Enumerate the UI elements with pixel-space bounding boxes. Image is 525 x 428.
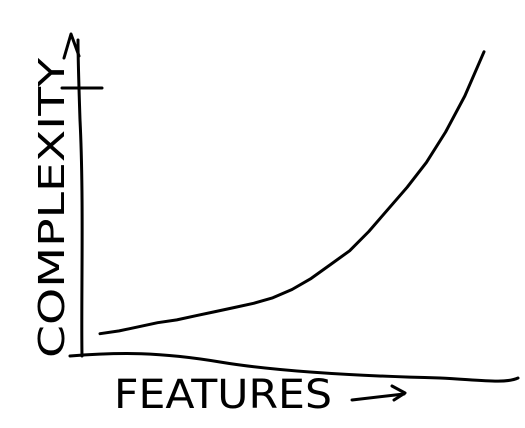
series-layer: [98, 50, 486, 336]
y-axis-label: COMPLEXITY: [32, 57, 73, 358]
y-axis-line: [76, 38, 84, 358]
x-axis-line: [68, 352, 520, 383]
y-axis-arrowhead: [62, 32, 81, 60]
x-axis-label-arrowhead: [390, 384, 407, 402]
axes: [62, 32, 520, 402]
x-axis-label: FEATURES: [114, 372, 332, 418]
x-axis-label-arrow-shaft: [350, 392, 406, 402]
series-line-0: [98, 50, 486, 336]
